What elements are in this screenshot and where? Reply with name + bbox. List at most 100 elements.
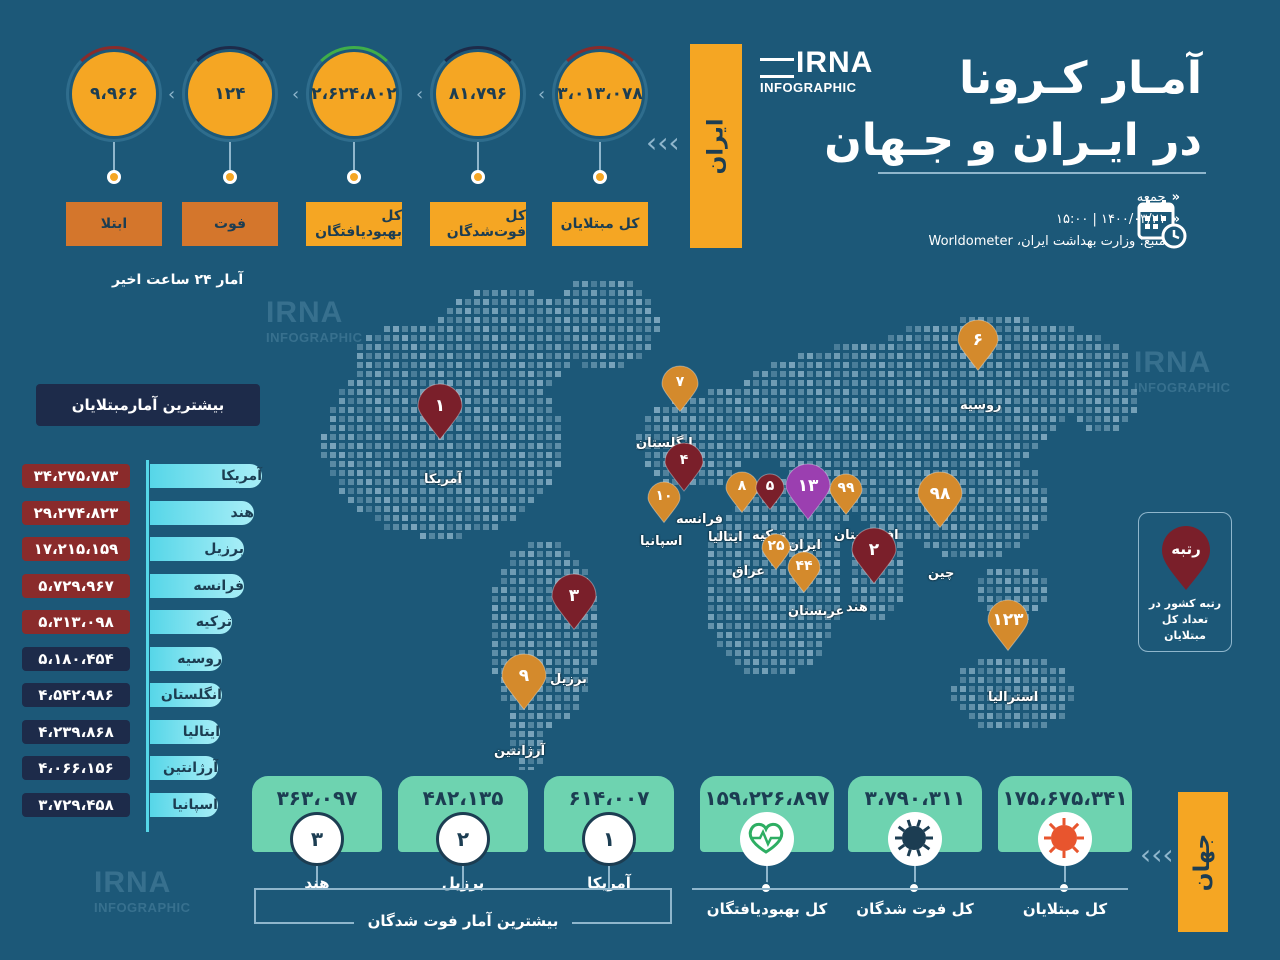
map-pin-icon bbox=[785, 463, 831, 521]
list-item-value: ۴،۵۴۲،۹۸۶ bbox=[22, 683, 130, 707]
total-stem bbox=[914, 866, 916, 888]
list-item-country: هند bbox=[150, 500, 254, 525]
list-item-value: ۳،۷۲۹،۴۵۸ bbox=[22, 792, 130, 817]
map-pin-rank: ۱۲۳ bbox=[992, 610, 1024, 630]
death-country: برزیل bbox=[441, 874, 485, 892]
map-pin-rank: ۵ bbox=[765, 478, 775, 494]
map-pin-icon bbox=[647, 481, 681, 524]
death-country: آمریکا bbox=[587, 874, 631, 892]
map-pin-country: عراق bbox=[732, 564, 766, 579]
map-pin-country: چین bbox=[928, 566, 955, 581]
world-total-value: ۳،۷۹۰،۳۱۱ bbox=[864, 786, 966, 810]
bracket-line bbox=[254, 888, 256, 924]
virus-icon bbox=[1038, 812, 1092, 866]
list-item-country: برزیل bbox=[150, 537, 244, 561]
bracket-line bbox=[254, 888, 672, 890]
map-pin-rank: ۸ bbox=[737, 478, 747, 494]
stat-value: ۲،۶۲۴،۸۰۲ bbox=[311, 52, 397, 136]
world-total-value: ۱۵۹،۲۲۶،۸۹۷ bbox=[704, 786, 830, 810]
chevron-left-icon: ‹ bbox=[416, 84, 424, 105]
stat-dot bbox=[107, 170, 121, 184]
list-item-value: ۱۷،۲۱۵،۱۵۹ bbox=[22, 537, 130, 561]
death-rank: ۳ bbox=[290, 812, 344, 866]
map-pin-icon bbox=[755, 473, 785, 511]
chevron-left-icon: ‹ bbox=[292, 84, 300, 105]
stat-stem bbox=[229, 142, 231, 180]
map-pin-country: آرژانتین bbox=[494, 744, 546, 759]
map-pin-rank: ۷ bbox=[675, 374, 685, 390]
legend-pin-text: رتبه bbox=[1171, 540, 1201, 558]
chevron-left-icon: ‹‹‹ bbox=[1140, 838, 1174, 871]
map-pin-rank: ۱۳ bbox=[797, 476, 819, 496]
map-pin-country: استرالیا bbox=[988, 690, 1039, 705]
map-pin-country: فرانسه bbox=[676, 512, 724, 527]
map-pin-icon bbox=[761, 533, 791, 571]
world-total-label: کل بهبودیافتگان bbox=[706, 900, 828, 918]
map-pin-country: ایتالیا bbox=[708, 530, 743, 545]
stat-label: فوت bbox=[182, 202, 278, 246]
list-item-country: آمریکا bbox=[150, 464, 262, 488]
stat-dot bbox=[471, 170, 485, 184]
list-item-value: ۵،۳۱۳،۰۹۸ bbox=[22, 610, 130, 634]
map-pin-country: عربستان bbox=[788, 604, 845, 619]
map-pin-icon bbox=[851, 527, 897, 585]
map-pin-rank: ۲ bbox=[868, 540, 880, 560]
irna-watermark: IRNA INFOGRAPHIC bbox=[94, 866, 191, 915]
map-pin-rank: ۳ bbox=[568, 586, 580, 606]
top-cases-heading: بیشترین آمارمبتلایان bbox=[36, 384, 260, 426]
death-value: ۳۶۳،۰۹۷ bbox=[276, 786, 358, 810]
info-day: «جمعه bbox=[1136, 190, 1180, 205]
stat-ring: ۱۲۴ bbox=[182, 46, 278, 142]
map-pin-icon bbox=[551, 573, 597, 631]
iran-tab: ایران bbox=[690, 44, 742, 248]
list-item-value: ۴،۲۳۹،۸۶۸ bbox=[22, 719, 130, 744]
stat-ring: ۹،۹۶۶ bbox=[66, 46, 162, 142]
death-value: ۴۸۲،۱۳۵ bbox=[422, 786, 504, 810]
map-pin-rank: ۹ bbox=[518, 666, 530, 686]
list-divider bbox=[146, 460, 149, 832]
death-rank: ۲ bbox=[436, 812, 490, 866]
chevron-left-icon: ‹‹‹ bbox=[646, 126, 680, 159]
map-pin-country: اسپانیا bbox=[640, 534, 683, 549]
map-pin-country: هند bbox=[846, 600, 868, 615]
map-pin-rank: ۱۰ bbox=[655, 488, 673, 504]
bracket-line bbox=[670, 888, 672, 924]
list-item-value: ۵،۱۸۰،۴۵۴ bbox=[22, 646, 130, 671]
map-pin-icon bbox=[987, 599, 1029, 652]
info-date: «۱۴۰۰/۰۳/۲۱ | ۱۵:۰۰ bbox=[1056, 212, 1180, 227]
map-pin-icon bbox=[917, 471, 963, 529]
map-pin-icon bbox=[829, 473, 863, 516]
stat-ring: ۳،۰۱۳،۰۷۸ bbox=[552, 46, 648, 142]
death-country: هند bbox=[304, 874, 330, 892]
world-total-value: ۱۷۵،۶۷۵،۳۴۱ bbox=[1002, 786, 1128, 810]
stat-dot bbox=[223, 170, 237, 184]
death-stem bbox=[316, 866, 318, 888]
heartbeat-icon bbox=[740, 812, 794, 866]
chevron-left-icon: ‹ bbox=[538, 84, 546, 105]
stat-value: ۳،۰۱۳،۰۷۸ bbox=[557, 52, 643, 136]
title-divider bbox=[878, 172, 1206, 174]
map-pin-rank: ۴۴ bbox=[795, 558, 813, 574]
map-pin-country: روسیه bbox=[960, 398, 1002, 413]
map-pin-icon bbox=[725, 471, 759, 514]
list-item-country: آرژانتین bbox=[150, 756, 218, 780]
stat-dot bbox=[347, 170, 361, 184]
bracket-line bbox=[254, 922, 354, 924]
list-item-value: ۵،۷۲۹،۹۶۷ bbox=[22, 573, 130, 598]
world-total-label: کل فوت شدگان bbox=[856, 900, 974, 918]
death-stem bbox=[462, 866, 464, 888]
stat-stem bbox=[599, 142, 601, 180]
stat-label: ابتلا bbox=[66, 202, 162, 246]
list-item-value: ۲۹،۲۷۴،۸۲۳ bbox=[22, 500, 130, 525]
irna-watermark: IRNA INFOGRAPHIC bbox=[1134, 346, 1231, 395]
iran-note: آمار ۲۴ ساعت اخیر bbox=[112, 272, 244, 288]
stat-dot bbox=[593, 170, 607, 184]
world-total-label: کل مبتلایان bbox=[1022, 900, 1108, 918]
calendar-clock-icon bbox=[1137, 200, 1187, 249]
map-pin-rank: ۱ bbox=[434, 396, 446, 416]
bracket-line bbox=[572, 922, 672, 924]
page-title: آمـار کـرونا در ایـران و جـهان bbox=[824, 53, 1202, 166]
list-item-country: اسپانیا bbox=[150, 792, 218, 817]
list-item-value: ۴،۰۶۶،۱۵۶ bbox=[22, 756, 130, 780]
map-pin-icon bbox=[957, 319, 999, 372]
